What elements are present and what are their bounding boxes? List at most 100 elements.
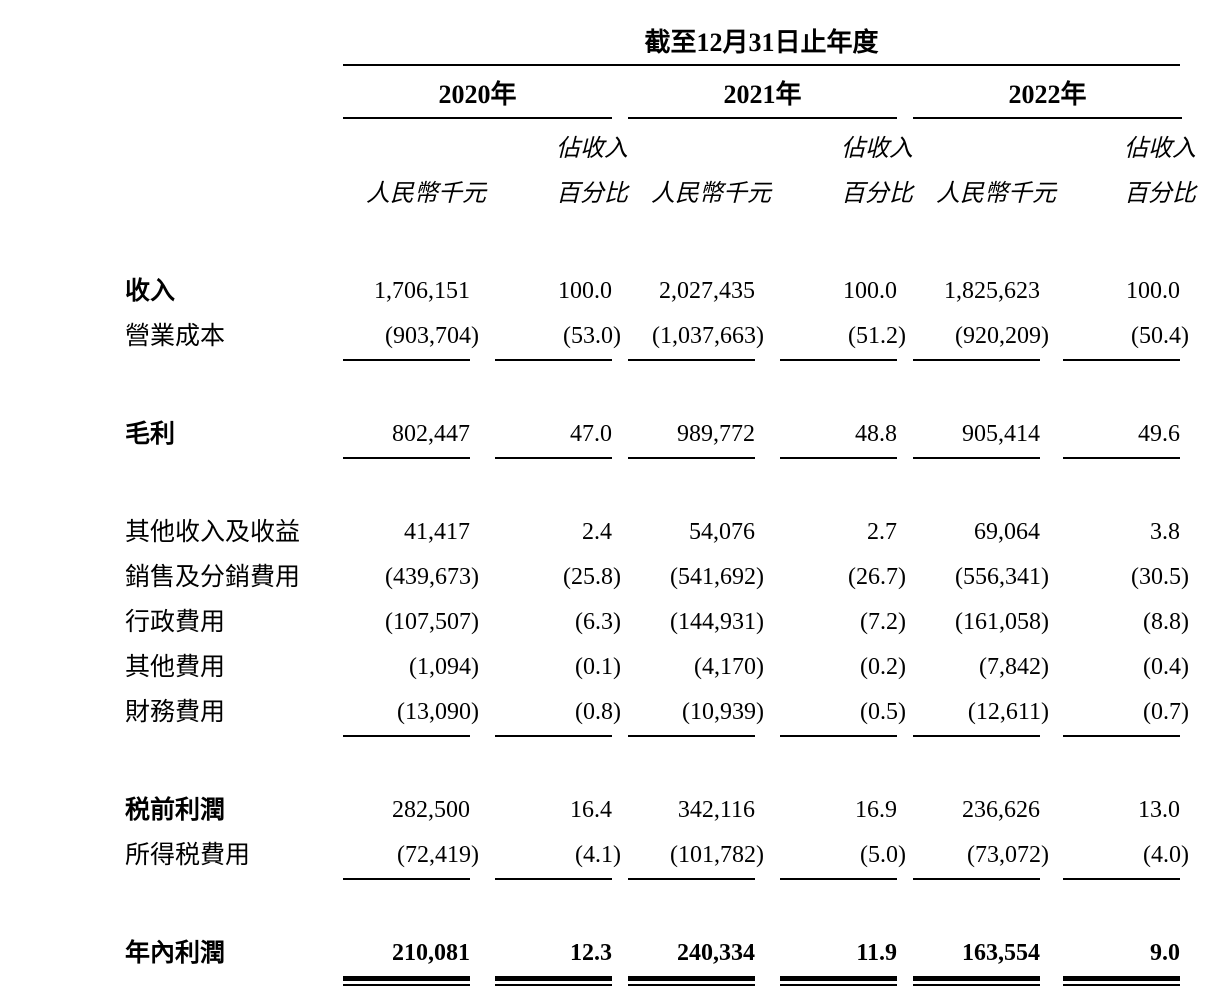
cell-value: (0.8): [495, 690, 621, 737]
cell-value: (4.1): [495, 833, 621, 880]
cell-value: 240,334: [628, 931, 755, 986]
cell-value: (6.3): [575, 609, 621, 635]
cell-value: (72,419): [343, 833, 479, 880]
cell-value: 100.0: [843, 278, 897, 304]
cell-value: (5.0): [780, 833, 906, 880]
subheader-pct-2020: 佔收入 百分比: [556, 136, 628, 207]
cell-value: (7,842): [979, 654, 1049, 680]
cell-value: 12.3: [495, 931, 612, 986]
table-row: 行政費用 (107,507) (6.3) (144,931) (7.2) (161,058…: [125, 600, 1189, 645]
header-spacer: [125, 26, 343, 66]
row-label: 營業成本: [125, 323, 226, 350]
year-label: 2022年: [1008, 80, 1087, 109]
cell-value: (25.8): [563, 564, 621, 590]
table-row: 銷售及分銷費用 (439,673) (25.8) (541,692) (26.7) (55…: [125, 555, 1189, 600]
table-body: 收入 1,706,151 100.0 2,027,435 100.0 1,825,623 1…: [125, 269, 1189, 986]
cell-value: 802,447: [343, 412, 470, 459]
cell-value: (556,341): [955, 564, 1049, 590]
period-header-text: 截至12月31日止年度: [644, 28, 879, 57]
cell-value: 16.9: [855, 797, 897, 823]
cell-value: 905,414: [913, 412, 1040, 459]
cell-value: (101,782): [628, 833, 764, 880]
cell-value: (4,170): [694, 654, 764, 680]
cell-value: 16.4: [570, 797, 612, 823]
header-spacer: [125, 66, 343, 119]
subheader-pct-2021: 佔收入 百分比: [841, 136, 913, 207]
year-label: 2021年: [723, 80, 802, 109]
year-header-2022: 2022年: [913, 66, 1182, 119]
row-label: 所得税費用: [125, 842, 251, 869]
cell-value: (439,673): [385, 564, 479, 590]
table-row: 税前利潤 282,500 16.4 342,116 16.9 236,626 13.0: [125, 788, 1185, 833]
row-label: 財務費用: [125, 699, 226, 726]
subheader-pct-2022: 佔收入 百分比: [1124, 136, 1196, 207]
subheader-amount-2020: 人民幣千元: [366, 181, 486, 207]
cell-value: (7.2): [860, 609, 906, 635]
cell-value: (903,704): [343, 314, 479, 361]
cell-value: (26.7): [848, 564, 906, 590]
row-label: 收入: [125, 278, 176, 305]
row-label: 其他收入及收益: [125, 519, 301, 546]
section-gap: [125, 878, 1185, 931]
table-row: 年內利潤 210,081 12.3 240,334 11.9 163,554 9.0: [125, 931, 1185, 986]
cell-value: (541,692): [670, 564, 764, 590]
period-header: 截至12月31日止年度: [343, 26, 1180, 66]
cell-value: 54,076: [689, 519, 755, 545]
cell-value: (10,939): [628, 690, 764, 737]
section-gap: [125, 359, 1185, 412]
table-row: 收入 1,706,151 100.0 2,027,435 100.0 1,825,623 1…: [125, 269, 1185, 314]
year-header-2020: 2020年: [343, 66, 612, 119]
section-gap: [125, 457, 1185, 510]
cell-value: 41,417: [404, 519, 470, 545]
cell-value: (53.0): [495, 314, 621, 361]
income-statement-table: 截至12月31日止年度 2020年 2021年 2022年 人民幣千元 佔收入 …: [125, 0, 1196, 986]
table-row: 營業成本 (903,704) (53.0) (1,037,663) (51.2) (920…: [125, 314, 1189, 361]
row-label: 銷售及分銷費用: [125, 564, 301, 591]
year-header-2021: 2021年: [628, 66, 897, 119]
cell-value: (4.0): [1063, 833, 1189, 880]
table-row: 財務費用 (13,090) (0.8) (10,939) (0.5) (12,611) (0…: [125, 690, 1189, 737]
cell-value: 2.4: [582, 519, 612, 545]
subheader-amount-2021: 人民幣千元: [651, 181, 771, 207]
cell-value: (1,094): [409, 654, 479, 680]
cell-value: (73,072): [913, 833, 1049, 880]
cell-value: 1,825,623: [944, 278, 1040, 304]
cell-value: (1,037,663): [628, 314, 764, 361]
cell-value: (50.4): [1063, 314, 1189, 361]
cell-value: 2.7: [867, 519, 897, 545]
cell-value: 11.9: [780, 931, 897, 986]
cell-value: 9.0: [1063, 931, 1180, 986]
cell-value: 47.0: [495, 412, 612, 459]
cell-value: 100.0: [1126, 278, 1180, 304]
row-label: 年內利潤: [125, 940, 226, 967]
cell-value: (12,611): [913, 690, 1049, 737]
row-label: 毛利: [125, 421, 176, 448]
cell-value: 13.0: [1138, 797, 1180, 823]
cell-value: (30.5): [1131, 564, 1189, 590]
cell-value: (0.1): [575, 654, 621, 680]
cell-value: 49.6: [1063, 412, 1180, 459]
cell-value: (144,931): [670, 609, 764, 635]
year-header-row: 2020年 2021年 2022年: [125, 66, 1185, 119]
cell-value: (13,090): [343, 690, 479, 737]
cell-value: (161,058): [955, 609, 1049, 635]
cell-value: 210,081: [343, 931, 470, 986]
cell-value: (920,209): [913, 314, 1049, 361]
cell-value: 100.0: [558, 278, 612, 304]
table-row: 毛利 802,447 47.0 989,772 48.8 905,414 49.6: [125, 412, 1185, 459]
cell-value: 342,116: [677, 797, 755, 823]
cell-value: 1,706,151: [374, 278, 470, 304]
cell-value: (107,507): [385, 609, 479, 635]
cell-value: (0.4): [1143, 654, 1189, 680]
cell-value: 3.8: [1150, 519, 1180, 545]
row-label: 其他費用: [125, 654, 226, 681]
section-gap: [125, 735, 1185, 788]
table-row: 所得税費用 (72,419) (4.1) (101,782) (5.0) (73,072)…: [125, 833, 1189, 880]
cell-value: 48.8: [780, 412, 897, 459]
cell-value: 163,554: [913, 931, 1040, 986]
cell-value: 989,772: [628, 412, 755, 459]
cell-value: (51.2): [780, 314, 906, 361]
table-row: 其他費用 (1,094) (0.1) (4,170) (0.2) (7,842) (0.4): [125, 645, 1189, 690]
period-header-row: 截至12月31日止年度: [125, 0, 1185, 66]
